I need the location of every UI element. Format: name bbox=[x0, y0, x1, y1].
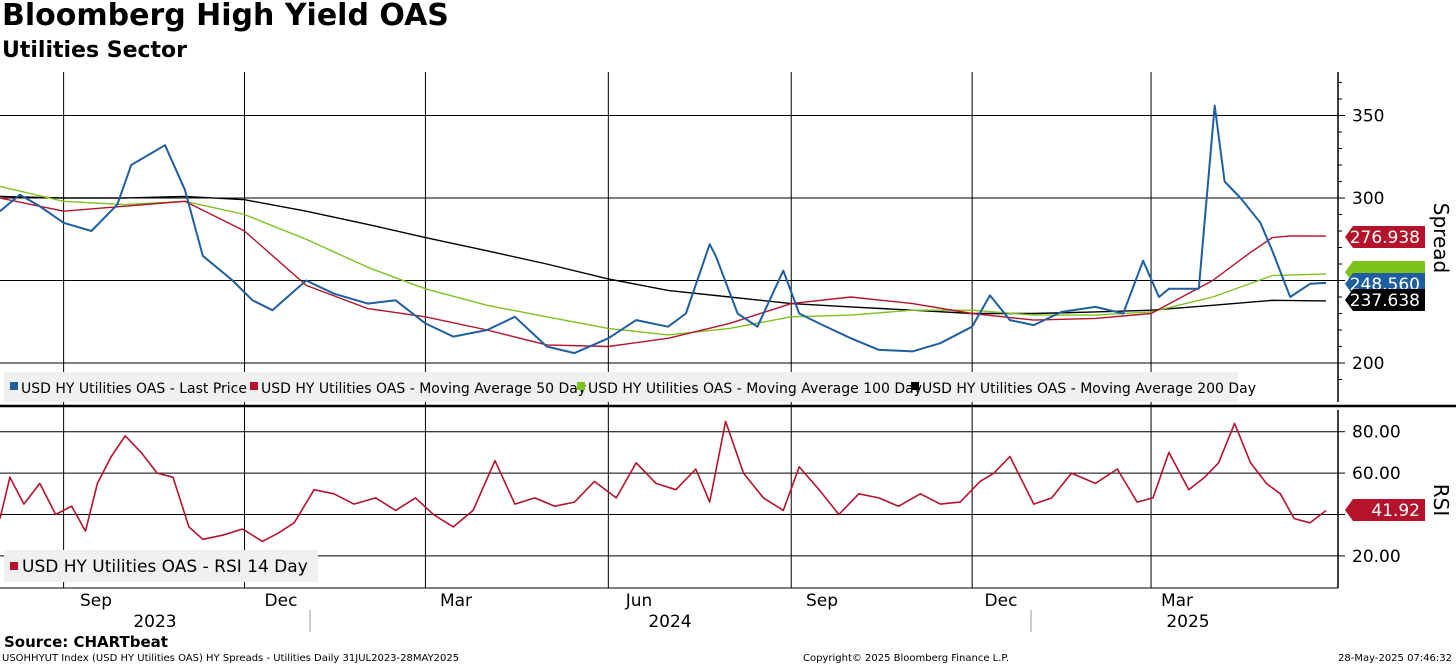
source-label: Source: CHARTbeat bbox=[4, 633, 168, 651]
legend-swatch bbox=[250, 382, 258, 390]
spread-tick-label: 300 bbox=[1352, 189, 1384, 209]
chart-subtitle: Utilities Sector bbox=[2, 38, 188, 63]
axis-layer: 20025030035020.0060.0080.00SpreadRSISepD… bbox=[0, 72, 1453, 632]
series-line-last-price bbox=[0, 104, 1327, 355]
grid-layer bbox=[0, 72, 1338, 588]
rsi-axis-title: RSI bbox=[1429, 484, 1453, 517]
legend-layer: USD HY Utilities OAS - Last Price USD HY … bbox=[4, 372, 1256, 582]
rsi-legend-background bbox=[4, 550, 318, 582]
legend-entry: USD HY Utilities OAS - Moving Average 50… bbox=[261, 381, 586, 397]
series-line-ma100 bbox=[0, 185, 1327, 336]
rsi-tick-label: 80.00 bbox=[1352, 423, 1401, 443]
legend-entry: USD HY Utilities OAS - Last Price bbox=[21, 381, 247, 397]
x-year-label: 2024 bbox=[648, 612, 691, 632]
footer-copyright: Copyright© 2025 Bloomberg Finance L.P. bbox=[803, 653, 1010, 664]
x-month-label: Sep bbox=[806, 591, 838, 611]
last-value-tag-ma200: 237.638 bbox=[1350, 291, 1420, 311]
x-year-label: 2023 bbox=[133, 612, 176, 632]
rsi-tick-label: 20.00 bbox=[1352, 547, 1401, 567]
footer-ticker-info: USOHHYUT Index (USD HY Utilities OAS) HY… bbox=[2, 653, 460, 664]
x-month-label: Jun bbox=[625, 591, 653, 611]
last-value-tag-rsi: 41.92 bbox=[1371, 501, 1420, 521]
legend-entry: USD HY Utilities OAS - Moving Average 10… bbox=[588, 381, 922, 397]
x-month-label: Mar bbox=[1161, 591, 1193, 611]
x-month-label: Sep bbox=[80, 591, 112, 611]
series-line-rsi bbox=[0, 420, 1327, 543]
spread-axis-title: Spread bbox=[1429, 203, 1453, 273]
x-month-label: Dec bbox=[265, 591, 298, 611]
last-value-tag-ma50: 276.938 bbox=[1350, 228, 1420, 248]
series-line-ma50 bbox=[0, 197, 1327, 348]
legend-swatch bbox=[911, 382, 919, 390]
legend-background bbox=[4, 372, 1238, 402]
legend-swatch bbox=[577, 382, 585, 390]
rsi-tick-label: 60.00 bbox=[1352, 464, 1401, 484]
rsi-legend-entry: USD HY Utilities OAS - RSI 14 Day bbox=[22, 557, 308, 577]
last-value-tag-ma200-bg bbox=[1345, 289, 1425, 311]
x-month-label: Mar bbox=[440, 591, 472, 611]
x-month-label: Dec bbox=[985, 591, 1018, 611]
rsi-legend-swatch bbox=[10, 562, 18, 570]
series-line-ma200 bbox=[0, 195, 1327, 315]
series-layer bbox=[0, 104, 1327, 543]
last-value-tag-rsi-bg bbox=[1345, 499, 1425, 521]
spread-tick-label: 350 bbox=[1352, 107, 1384, 127]
last-value-tag-ma50-bg bbox=[1345, 226, 1425, 248]
x-year-label: 2025 bbox=[1166, 612, 1209, 632]
legend-entry: USD HY Utilities OAS - Moving Average 20… bbox=[922, 381, 1256, 397]
spread-tick-label: 200 bbox=[1352, 354, 1384, 374]
chart-title: Bloomberg High Yield OAS bbox=[2, 0, 449, 33]
footer-timestamp: 28-May-2025 07:46:32 bbox=[1338, 653, 1452, 664]
legend-swatch bbox=[10, 382, 18, 390]
